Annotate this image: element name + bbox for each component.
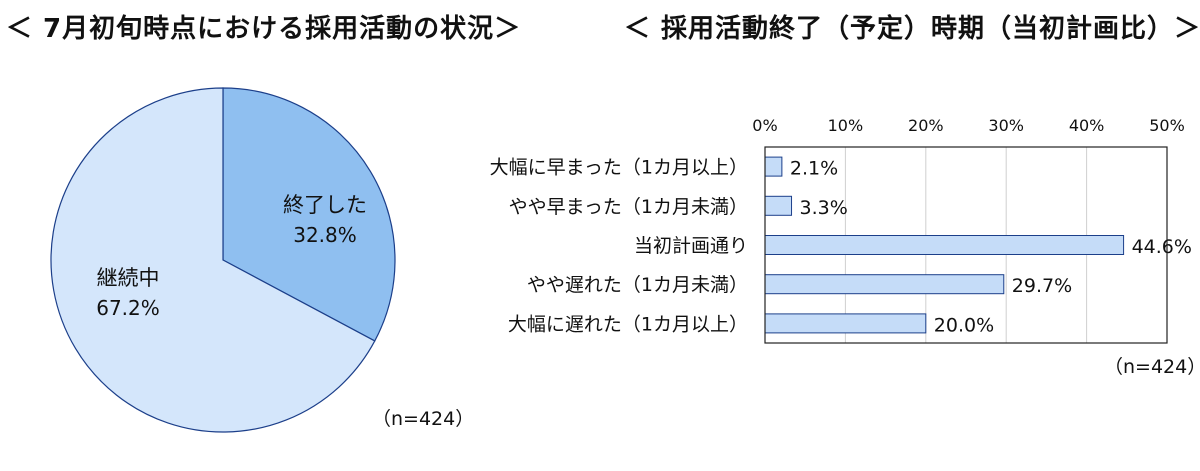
bar-chart-title: ＜ 採用活動終了（予定）時期（当初計画比）＞: [624, 14, 1200, 44]
pie-chart-title: ＜ 7月初旬時点における採用活動の状況＞: [6, 14, 522, 44]
x-tick-label-5: 50%: [1149, 116, 1185, 135]
pie-slice-1: [50, 87, 376, 433]
category-label-2: 当初計画通り: [634, 235, 748, 257]
bar-value-label-0: 2.1%: [790, 158, 838, 180]
bar-value-label-2: 44.6%: [1132, 236, 1192, 258]
category-label-1: やや早まった（1カ月未満）: [509, 196, 748, 218]
pie-sample-size: （n=424）: [372, 408, 475, 430]
pie-slice-label-1: 継続中: [97, 266, 160, 290]
x-tick-label-4: 40%: [1069, 116, 1105, 135]
bar-value-label-3: 29.7%: [1012, 275, 1072, 297]
x-tick-label-2: 20%: [908, 116, 944, 135]
pie-slice-value-1: 67.2%: [96, 296, 160, 320]
bar-4: [764, 313, 927, 334]
pie-slice-label-0: 終了した: [283, 193, 367, 217]
plot-frame: [764, 146, 1168, 344]
category-label-0: 大幅に早まった（1カ月以上）: [490, 157, 748, 179]
bar-1: [764, 195, 793, 216]
bar-value-label-1: 3.3%: [800, 197, 848, 219]
bar-value-label-4: 20.0%: [934, 314, 994, 336]
pie-slice-0: [222, 87, 396, 342]
pie-slice-value-0: 32.8%: [293, 223, 357, 247]
bar-0: [764, 156, 783, 177]
x-tick-label-1: 10%: [828, 116, 864, 135]
bar-sample-size: （n=424）: [1104, 356, 1200, 378]
x-tick-label-3: 30%: [988, 116, 1024, 135]
x-tick-label-0: 0%: [752, 116, 777, 135]
category-label-4: 大幅に遅れた（1カ月以上）: [508, 313, 748, 335]
category-label-3: やや遅れた（1カ月未満）: [527, 274, 748, 296]
bar-2: [764, 235, 1125, 255]
bar-3: [764, 274, 1005, 295]
